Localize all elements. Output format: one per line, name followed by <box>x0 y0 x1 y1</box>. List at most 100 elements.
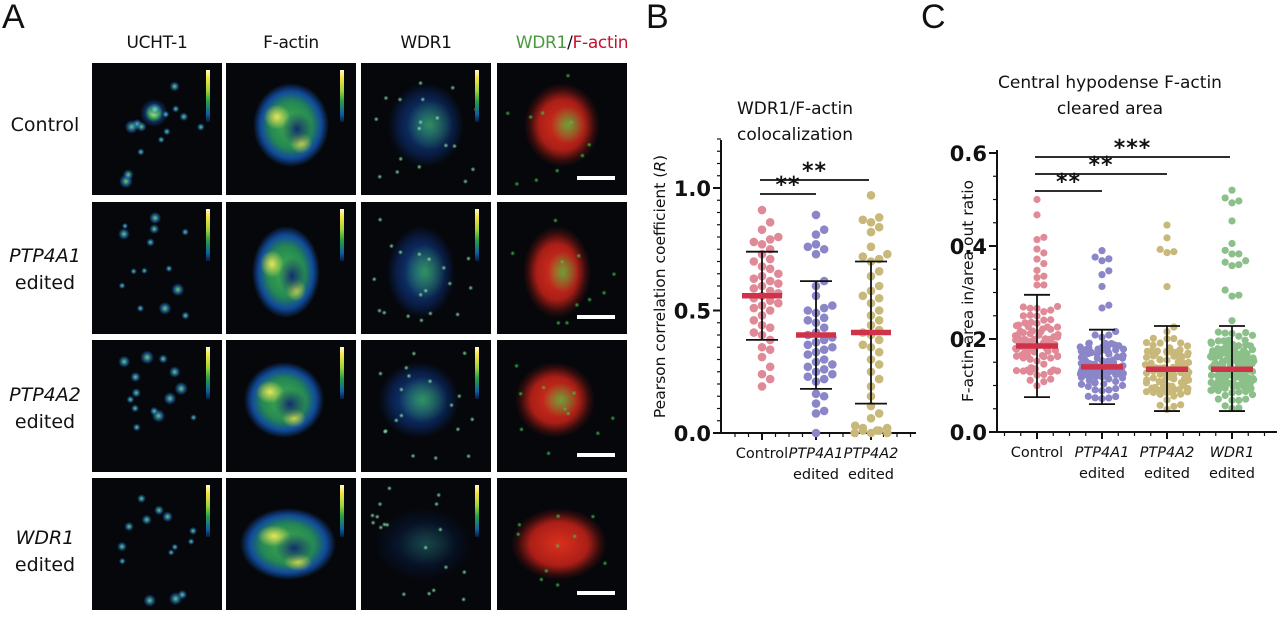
data-point <box>1248 391 1257 399</box>
data-point <box>1228 262 1236 270</box>
row-label-line2: edited <box>14 272 76 294</box>
data-point <box>1105 301 1113 309</box>
data-point <box>1091 394 1099 402</box>
data-point <box>1040 308 1048 316</box>
data-point <box>1228 217 1236 225</box>
x-category-label-line2: edited <box>793 467 839 483</box>
intensity-colorbar <box>475 70 479 122</box>
data-point <box>1040 281 1048 289</box>
row-label-ptp4a1: PTP4A1 edited <box>0 243 90 297</box>
data-point <box>874 281 884 291</box>
data-point <box>819 345 829 354</box>
data-point <box>819 323 829 332</box>
data-point <box>1235 197 1243 205</box>
data-point <box>757 240 767 249</box>
micrograph-tile <box>92 63 222 195</box>
micrograph-tile <box>497 63 627 195</box>
data-point <box>819 303 829 313</box>
data-point <box>1149 341 1157 349</box>
data-point <box>1149 374 1157 382</box>
data-point <box>1076 343 1084 351</box>
data-point <box>819 406 829 416</box>
significance-stars: ** <box>775 173 800 198</box>
data-point <box>866 414 876 423</box>
data-point <box>1225 336 1233 344</box>
data-point <box>1053 302 1062 311</box>
column-header-merge: WDR1/F-actin <box>497 33 647 53</box>
intensity-colorbar <box>206 485 210 537</box>
data-point <box>1163 249 1171 257</box>
intensity-colorbar <box>340 347 344 399</box>
data-point <box>811 428 821 438</box>
data-point <box>765 306 775 315</box>
data-point <box>765 362 775 372</box>
data-point <box>1040 360 1048 368</box>
data-point <box>1228 199 1236 207</box>
data-point <box>1149 334 1157 342</box>
data-point <box>749 328 759 337</box>
data-point <box>1242 329 1250 337</box>
micrograph-tile <box>361 63 491 195</box>
micrograph-tile <box>226 63 356 195</box>
significance-stars: *** <box>1114 136 1152 161</box>
data-point <box>1112 377 1120 386</box>
data-point <box>1228 292 1236 300</box>
intensity-colorbar <box>206 347 210 399</box>
scale-bar <box>577 591 615 595</box>
data-point <box>1153 347 1162 355</box>
data-point <box>1242 257 1250 265</box>
data-point <box>765 286 775 296</box>
micrograph-tile <box>497 478 627 610</box>
data-point <box>1038 352 1046 360</box>
data-point <box>774 269 783 279</box>
micrograph-tile <box>92 202 222 334</box>
data-point <box>1235 404 1243 412</box>
data-point <box>1077 380 1086 388</box>
data-point <box>1084 382 1092 391</box>
data-point <box>1170 248 1178 256</box>
micrograph-tile <box>497 340 627 472</box>
intensity-colorbar <box>206 70 210 122</box>
data-point <box>866 227 876 237</box>
data-point <box>828 369 837 379</box>
data-point <box>1040 370 1048 379</box>
data-point <box>1142 353 1151 361</box>
data-point <box>765 323 775 332</box>
data-point <box>1105 255 1113 263</box>
data-point <box>1177 339 1185 347</box>
data-point <box>819 313 829 323</box>
data-point <box>819 374 829 384</box>
data-point <box>811 240 821 249</box>
data-point <box>1235 396 1243 404</box>
data-point <box>1012 367 1021 375</box>
data-point <box>1235 250 1243 258</box>
intensity-colorbar <box>475 347 479 399</box>
y-axis-label: Pearson correlation coefficient (R) <box>651 155 669 418</box>
data-point <box>774 232 783 242</box>
y-tick-label: 1.0 <box>674 177 711 201</box>
data-point <box>872 426 882 435</box>
data-point <box>1016 327 1024 335</box>
data-point <box>1047 316 1055 324</box>
data-point <box>1221 246 1229 254</box>
chart-c-title-line1: Central hypodense F-actin <box>998 73 1222 93</box>
merge-green-label: WDR1 <box>515 33 568 53</box>
chart-b-title: WDR1/F-actin colocalization <box>680 96 910 148</box>
data-point <box>1105 394 1113 402</box>
data-point <box>811 230 821 239</box>
data-point <box>1228 250 1236 258</box>
data-point <box>1033 266 1041 274</box>
data-point <box>765 264 775 274</box>
data-point <box>765 254 775 264</box>
data-point <box>757 225 767 234</box>
data-point <box>1183 342 1192 350</box>
data-point <box>1214 337 1222 345</box>
data-point <box>765 374 775 384</box>
data-point <box>1091 253 1099 261</box>
intensity-colorbar <box>340 209 344 261</box>
scale-bar <box>577 315 615 319</box>
row-label-line1: Control <box>10 114 80 136</box>
data-point <box>1221 194 1229 202</box>
row-label-line1: PTP4A2 <box>9 384 81 406</box>
data-point <box>1043 323 1051 331</box>
